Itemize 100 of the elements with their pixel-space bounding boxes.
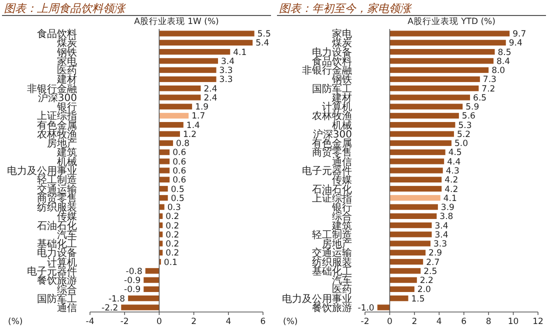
data-label: 5.2 — [456, 130, 471, 140]
x-tick-label: 10 — [508, 317, 519, 327]
data-label: 2.9 — [428, 248, 442, 259]
y-tick-label: 电子元器件 — [302, 165, 352, 177]
bar — [390, 195, 440, 201]
bar — [159, 168, 170, 174]
bar — [390, 222, 432, 228]
data-label: 4.1 — [443, 194, 457, 204]
x-tick-label: -2 — [120, 317, 129, 327]
x-tick-label: 2 — [191, 317, 197, 327]
bar — [390, 186, 442, 192]
data-label: 9.7 — [512, 30, 526, 40]
bar — [159, 30, 254, 36]
bar — [390, 104, 463, 110]
x-axis-title: (%) — [8, 317, 23, 327]
data-label: -0.9 — [124, 276, 141, 286]
bar — [390, 286, 414, 292]
bar — [390, 112, 459, 119]
x-tick-label: 4 — [436, 317, 442, 327]
bar — [159, 240, 163, 246]
data-label: 2.7 — [426, 258, 440, 268]
data-label: 5.0 — [454, 139, 468, 150]
data-label: 6.5 — [473, 93, 487, 104]
data-label: 4.1 — [233, 48, 247, 58]
bar — [159, 195, 168, 201]
data-label: 3.3 — [219, 66, 233, 76]
data-label: 0.6 — [172, 166, 186, 176]
bar — [159, 158, 170, 164]
y-tick-label: 机械 — [57, 156, 77, 168]
bar — [159, 176, 170, 182]
data-label: 7.2 — [482, 84, 496, 94]
bar — [159, 140, 174, 146]
bar — [159, 76, 216, 82]
bar — [390, 67, 489, 73]
bar — [390, 277, 417, 283]
data-label: -0.9 — [124, 285, 141, 296]
bar — [390, 240, 430, 246]
data-label: 8.5 — [498, 48, 512, 58]
bar — [390, 168, 443, 174]
data-label: 5.4 — [256, 38, 270, 49]
bar — [390, 86, 479, 92]
bar — [159, 86, 201, 92]
data-label: 2.4 — [204, 93, 218, 104]
x-axis-title: (%) — [283, 317, 298, 327]
bar — [121, 304, 160, 310]
data-label: 3.3 — [219, 75, 233, 86]
x-tick-label: 0 — [387, 317, 392, 327]
data-label: 1.2 — [182, 130, 196, 140]
x-tick-label: 4 — [226, 317, 232, 327]
bar — [159, 94, 201, 100]
data-label: 5.6 — [462, 112, 476, 122]
bar — [390, 204, 438, 210]
data-label: 3.8 — [440, 212, 454, 222]
bar — [390, 58, 494, 64]
x-tick-label: -2 — [360, 317, 370, 327]
bar — [390, 48, 495, 55]
data-label: 2.4 — [204, 84, 218, 94]
data-label: 0.5 — [170, 184, 184, 195]
y-tick-label: 非银行金融 — [27, 82, 77, 95]
data-label: 0.8 — [176, 139, 190, 150]
bar — [159, 186, 168, 192]
bar — [390, 94, 470, 100]
x-tick-label: 0 — [156, 317, 162, 327]
bar — [144, 286, 160, 292]
data-label: 9.4 — [508, 38, 522, 49]
data-label: 0.6 — [172, 157, 186, 168]
bar — [390, 268, 421, 274]
bar — [159, 149, 170, 156]
bar — [390, 76, 480, 82]
data-label: -1.8 — [108, 294, 126, 304]
chart-title: 图表：上周食品饮料领涨 — [4, 2, 126, 15]
data-label: 3.3 — [433, 240, 448, 250]
bar — [390, 158, 444, 164]
data-label: 5.3 — [458, 120, 472, 131]
x-tick-label: 8 — [486, 317, 492, 327]
bar — [377, 304, 390, 310]
y-tick-label: 通信 — [57, 302, 77, 314]
chart-subtitle: A股行业表现 1W (%) — [134, 16, 219, 27]
data-label: 3.4 — [221, 56, 235, 67]
data-label: -2.2 — [102, 303, 118, 314]
bar — [390, 122, 456, 128]
data-label: 4.2 — [444, 184, 458, 195]
data-label: 0.3 — [167, 203, 181, 214]
bar — [159, 122, 184, 128]
data-label: 0.2 — [166, 230, 180, 240]
data-label: 5.9 — [466, 102, 480, 113]
bar — [390, 213, 437, 219]
data-label: 2.0 — [417, 285, 431, 296]
data-label: 7.3 — [482, 75, 496, 86]
bar — [159, 40, 253, 46]
bar — [390, 232, 432, 238]
data-label: 3.4 — [434, 221, 448, 232]
bar — [128, 295, 160, 302]
bar — [159, 58, 218, 64]
bar — [159, 104, 192, 110]
data-label: 4.2 — [444, 176, 458, 186]
data-label: 4.3 — [446, 166, 460, 176]
data-label: 0.6 — [172, 148, 186, 158]
x-tick-label: 12 — [532, 317, 544, 327]
data-label: 4.4 — [447, 157, 461, 168]
